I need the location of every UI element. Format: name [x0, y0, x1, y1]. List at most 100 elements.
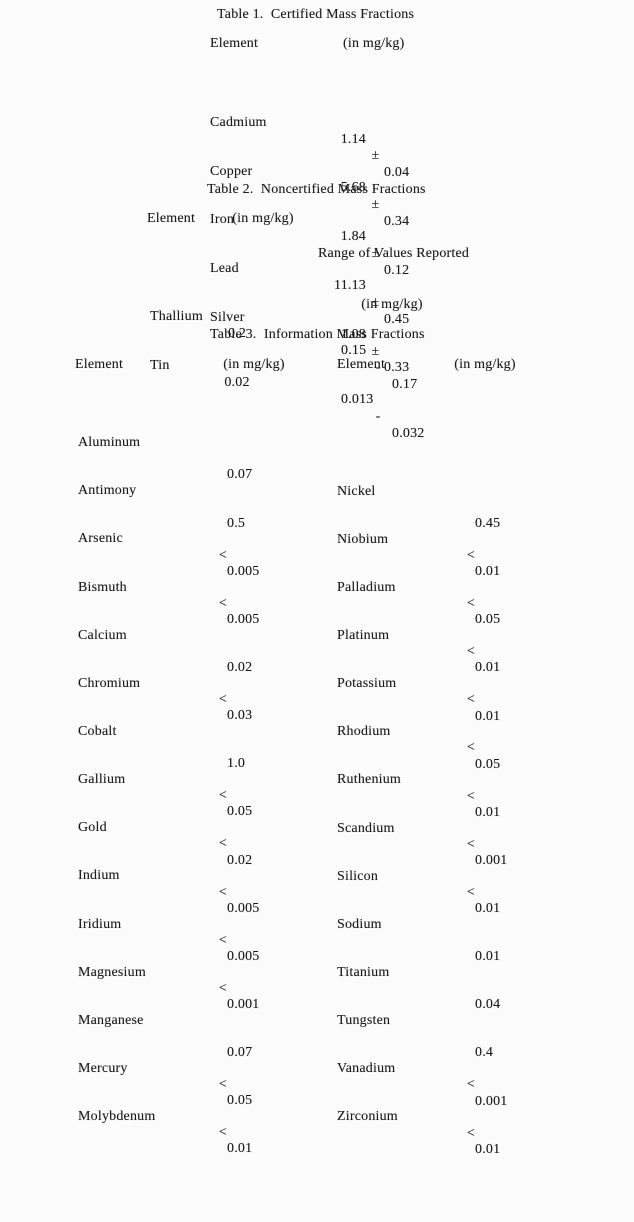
less-than-sign: <	[466, 1077, 475, 1093]
element-cell: Palladium	[337, 579, 396, 595]
table-row: Lead 11.13 ± 0.45	[0, 244, 634, 326]
table1-title: Table 1. Certified Mass Fractions	[217, 7, 415, 22]
less-than-sign: <	[466, 644, 475, 660]
less-than-sign: <	[218, 547, 227, 563]
table-row: Mercury < 0.05 Zirconium < 0.01	[0, 1045, 634, 1157]
document-page: Table 1. Certified Mass Fractions Elemen…	[0, 7, 634, 1157]
element-cell: Potassium	[337, 676, 397, 692]
table-row: Cadmium 1.14 ± 0.04	[0, 98, 634, 180]
element-cell: Cobalt	[78, 724, 117, 739]
table-row: Cobalt 1.0 Ruthenium < 0.01	[0, 708, 634, 820]
value-cell: 0.01	[227, 1141, 253, 1157]
range-low-cell: 0.013	[341, 392, 374, 407]
less-than-sign: <	[466, 788, 475, 804]
table-row: Iron 1.84 ± 0.12	[0, 196, 634, 277]
value-cell: 0.005	[227, 611, 260, 627]
element-cell: Silver	[210, 309, 245, 325]
table-row: Chromium < 0.03 Rhodium < 0.05	[0, 660, 634, 772]
value-cell: 0.07	[227, 467, 253, 483]
value-cell: 1.84	[340, 229, 366, 245]
element-cell: Thallium	[150, 309, 203, 324]
element-cell: Tungsten	[337, 1013, 391, 1029]
plus-minus-sign: ±	[371, 197, 380, 213]
less-than-sign: <	[466, 740, 475, 756]
value-cell: 0.005	[227, 563, 260, 579]
uncertainty-cell: 0.34	[384, 213, 410, 229]
value-cell: 0.2	[227, 326, 247, 341]
element-cell: Nickel	[337, 483, 376, 499]
less-than-sign: <	[218, 692, 227, 708]
table2-header-range-line1: Range of Values Reported	[318, 246, 470, 261]
less-than-sign: <	[466, 836, 475, 852]
element-cell: Aluminum	[78, 435, 141, 451]
table-row: Manganese 0.07 Vanadium < 0.001	[0, 997, 634, 1109]
plus-minus-sign: ±	[371, 294, 380, 310]
element-cell: Chromium	[78, 675, 141, 691]
element-cell: Vanadium	[337, 1061, 396, 1077]
table3-body: Aluminum 0.07 Nickel 0.45 Antimony 0.5 N…	[0, 387, 634, 1157]
value-cell: 0.05	[475, 612, 501, 628]
element-cell: Silicon	[337, 868, 379, 884]
element-cell: Indium	[78, 868, 120, 884]
element-cell: Zirconium	[337, 1109, 398, 1125]
table-row: Arsenic < 0.005 Palladium < 0.05	[0, 515, 634, 627]
table-row: Calcium 0.02 Potassium < 0.01	[0, 612, 634, 724]
table-row: Tin 0.02 0.013 - 0.032	[0, 340, 634, 441]
value-cell: 0.01	[475, 564, 501, 580]
range-high-cell: 0.17	[392, 377, 418, 392]
element-cell: Sodium	[337, 916, 382, 932]
range-dash: -	[375, 360, 381, 375]
less-than-sign: <	[466, 1125, 475, 1141]
less-than-sign: <	[218, 932, 227, 948]
element-cell: Gold	[78, 820, 107, 836]
table2-body: Thallium 0.2 0.15 - 0.17 Tin 0.02 0.013 …	[0, 259, 634, 441]
table2-header-element: Element	[147, 211, 196, 226]
value-cell: 1.08	[340, 326, 366, 342]
range-high-cell: 0.032	[392, 426, 425, 441]
table1-header-element: Element	[210, 36, 259, 51]
table-row: Antimony 0.5 Niobium < 0.01	[0, 467, 634, 579]
range-low-cell: 0.15	[341, 343, 367, 358]
element-cell: Lead	[210, 261, 239, 277]
value-cell: 11.13	[334, 277, 366, 293]
element-cell: Iridium	[78, 916, 122, 932]
table3-title: Table 3. Information Mass Fractions	[210, 327, 425, 342]
less-than-sign: <	[466, 596, 475, 612]
value-cell: 5.68	[340, 180, 366, 196]
table-row: Iridium < 0.005 Titanium 0.04	[0, 900, 634, 1013]
table-row: Bismuth < 0.005 Platinum < 0.01	[0, 563, 634, 676]
element-cell: Iron	[210, 212, 235, 228]
less-than-sign: <	[218, 980, 227, 996]
element-cell: Cadmium	[210, 114, 267, 130]
table2-title: Table 2. Noncertified Mass Fractions	[207, 182, 426, 197]
less-than-sign: <	[466, 547, 475, 563]
table-row: Gallium < 0.05 Scandium < 0.001	[0, 756, 634, 868]
table3-header-units-right: (in mg/kg)	[454, 357, 516, 372]
element-cell: Titanium	[337, 965, 390, 981]
plus-minus-sign: ±	[371, 245, 380, 261]
element-cell: Copper	[210, 163, 253, 179]
table-row: Thallium 0.2 0.15 - 0.17	[0, 291, 634, 392]
table-row: Aluminum 0.07 Nickel 0.45	[0, 419, 634, 531]
table1-header-units: (in mg/kg)	[343, 36, 405, 51]
uncertainty-cell: 0.12	[384, 262, 410, 278]
element-cell: Gallium	[78, 772, 126, 788]
plus-minus-sign: ±	[371, 343, 380, 359]
table-row: Copper 5.68 ± 0.34	[0, 147, 634, 229]
element-cell: Ruthenium	[337, 772, 402, 788]
table3-header-element-right: Element	[337, 357, 386, 372]
value-cell: 0.01	[475, 1141, 501, 1157]
less-than-sign: <	[218, 884, 227, 900]
less-than-sign: <	[466, 692, 475, 708]
less-than-sign: <	[218, 788, 227, 804]
table3-header-element-left: Element	[75, 357, 124, 372]
table1-body: Cadmium 1.14 ± 0.04 Copper 5.68 ± 0.34 I…	[0, 66, 634, 376]
element-cell: Magnesium	[78, 964, 146, 980]
element-cell: Mercury	[78, 1060, 128, 1076]
element-cell: Calcium	[78, 627, 127, 643]
element-cell: Platinum	[337, 628, 390, 644]
less-than-sign: <	[218, 1077, 227, 1093]
table-row: Gold < 0.02 Silicon < 0.01	[0, 804, 634, 916]
element-cell: Bismuth	[78, 579, 127, 595]
less-than-sign: <	[218, 595, 227, 611]
